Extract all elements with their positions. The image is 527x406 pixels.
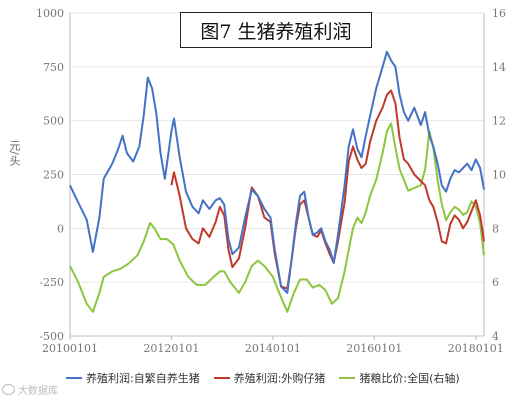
series-line-0 bbox=[69, 50, 485, 294]
y-tick-label: 500 bbox=[43, 115, 64, 128]
y2-tick-label: 14 bbox=[492, 61, 506, 74]
watermark-text: 大数据库 bbox=[18, 386, 58, 397]
y-tick-label: 250 bbox=[43, 169, 64, 182]
x-tick-label: 20120101 bbox=[143, 342, 199, 355]
series-line-2 bbox=[69, 122, 485, 313]
legend: 养殖利润:自繁自养生猪 养殖利润:外购仔猪 猪粮比价:全国(右轴) bbox=[66, 370, 460, 386]
series-lines bbox=[69, 50, 485, 313]
legend-label: 猪粮比价:全国(右轴) bbox=[359, 372, 460, 385]
legend-swatch-red bbox=[213, 377, 230, 379]
legend-swatch-blue bbox=[66, 377, 82, 379]
x-tick-label: 20180101 bbox=[448, 342, 504, 355]
axes: 1000 750 500 250 0 -250 -500 16 14 12 10 8 6 4 2010010… bbox=[36, 7, 506, 355]
legend-item-self-breeding: 养殖利润:自繁自养生猪 bbox=[66, 370, 200, 386]
legend-swatch-green bbox=[339, 377, 356, 379]
y-axis-label: 元/头 bbox=[8, 140, 21, 166]
y-tick-label: -500 bbox=[39, 330, 64, 343]
x-tick-label: 20140101 bbox=[245, 342, 301, 355]
legend-label: 养殖利润:自繁自养生猪 bbox=[86, 372, 200, 385]
y2-tick-label: 8 bbox=[492, 222, 499, 235]
y2-tick-label: 12 bbox=[492, 115, 506, 128]
y-tick-label: -250 bbox=[39, 276, 64, 289]
x-tick-label: 20160101 bbox=[346, 342, 402, 355]
legend-label: 养殖利润:外购仔猪 bbox=[233, 372, 326, 385]
watermark: 大数据库 bbox=[2, 382, 58, 397]
y2-tick-label: 6 bbox=[492, 276, 499, 289]
x-tick-label: 20100101 bbox=[42, 342, 98, 355]
y-tick-label: 0 bbox=[57, 222, 64, 235]
y2-tick-label: 4 bbox=[492, 330, 499, 343]
y-tick-label: 1000 bbox=[36, 7, 64, 20]
y2-tick-label: 10 bbox=[492, 169, 506, 182]
chart-title: 图7 生猪养殖利润 bbox=[180, 12, 372, 48]
y-tick-label: 750 bbox=[43, 61, 64, 74]
legend-item-hog-grain-ratio: 猪粮比价:全国(右轴) bbox=[339, 370, 460, 386]
y2-tick-label: 16 bbox=[492, 7, 506, 20]
weibo-icon bbox=[2, 384, 15, 395]
legend-item-purchased-piglet: 养殖利润:外购仔猪 bbox=[213, 370, 326, 386]
